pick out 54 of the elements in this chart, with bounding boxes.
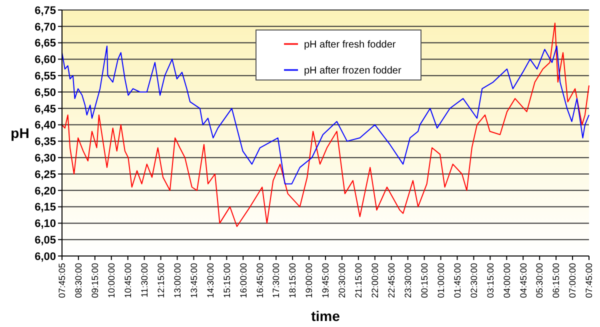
x-tick-label: 18:15:00: [288, 263, 298, 298]
y-tick-label: 6,15: [34, 202, 56, 214]
x-tick-label: 19:00:00: [304, 263, 314, 298]
y-axis-title: pH: [10, 124, 30, 141]
y-tick-label: 6,05: [34, 234, 56, 246]
x-tick-label: 14:30:00: [205, 263, 216, 298]
y-tick-label: 6,20: [34, 185, 56, 198]
x-tick-label: 10:00:00: [106, 263, 117, 298]
x-tick-label: 13:00:00: [172, 263, 182, 298]
x-tick-label: 13:45:00: [188, 263, 199, 298]
x-tick-label: 00:15:00: [419, 263, 430, 298]
y-tick-label: 6,40: [34, 120, 56, 132]
line-series: [62, 22, 590, 227]
x-tick-label: 01:45:00: [452, 263, 462, 298]
x-tick-label: 12:15:00: [156, 263, 166, 298]
x-tick-label: 07:00:00: [568, 263, 578, 298]
y-tick-label: 6,30: [34, 152, 56, 164]
y-tick-label: 6,50: [34, 86, 56, 99]
x-axis-title: time: [311, 308, 340, 324]
x-tick-label: 21:15:00: [354, 263, 364, 298]
x-tick-label: 22:45:00: [386, 263, 397, 298]
y-tick-label: 6,10: [34, 218, 56, 230]
x-tick-label: 20:30:00: [337, 263, 348, 298]
x-tick-label: 09:15:00: [90, 263, 100, 298]
x-tick-label: 16:45:00: [254, 263, 265, 298]
y-tick-label: 6,00: [34, 250, 56, 263]
y-tick-label: 6,45: [34, 103, 56, 116]
x-tick-label: 02:30:00: [468, 263, 479, 298]
x-tick-label: 06:15:00: [551, 263, 562, 298]
x-tick-label: 04:00:00: [502, 263, 512, 298]
y-tick-label: 6,55: [34, 70, 56, 82]
x-tick-label: 03:15:00: [485, 263, 496, 298]
x-tick-label: 22:00:00: [370, 263, 380, 298]
x-tick-label: 07:45:05: [57, 263, 68, 298]
legend-label: pH after frozen fodder: [304, 66, 402, 76]
x-tick-label: 08:30:00: [74, 263, 84, 298]
y-tick-label: 6,25: [34, 168, 56, 181]
x-tick-label: 04:45:00: [518, 263, 528, 298]
x-tick-label: 19:45:00: [320, 263, 331, 298]
x-tick-label: 11:30:00: [139, 263, 150, 298]
y-tick-label: 6,60: [34, 54, 56, 66]
x-tick-label: 01:00:00: [436, 263, 446, 298]
x-tick-label: 15:15:00: [222, 263, 232, 298]
y-tick-label: 6,65: [34, 38, 56, 50]
legend-label: pH after fresh fodder: [304, 40, 396, 50]
x-tick-label: 05:30:00: [534, 263, 545, 298]
y-tick-label: 6,70: [34, 21, 56, 34]
x-tick-label: 16:00:00: [238, 263, 248, 298]
x-tick-label: 07:45:00: [584, 263, 594, 298]
x-tick-label: 23:30:00: [402, 263, 413, 298]
y-tick-label: 6,35: [34, 136, 56, 148]
y-tick-label: 6,75: [34, 4, 56, 17]
x-tick-label: 17:30:00: [271, 263, 282, 298]
x-tick-label: 10:45:00: [123, 263, 133, 298]
